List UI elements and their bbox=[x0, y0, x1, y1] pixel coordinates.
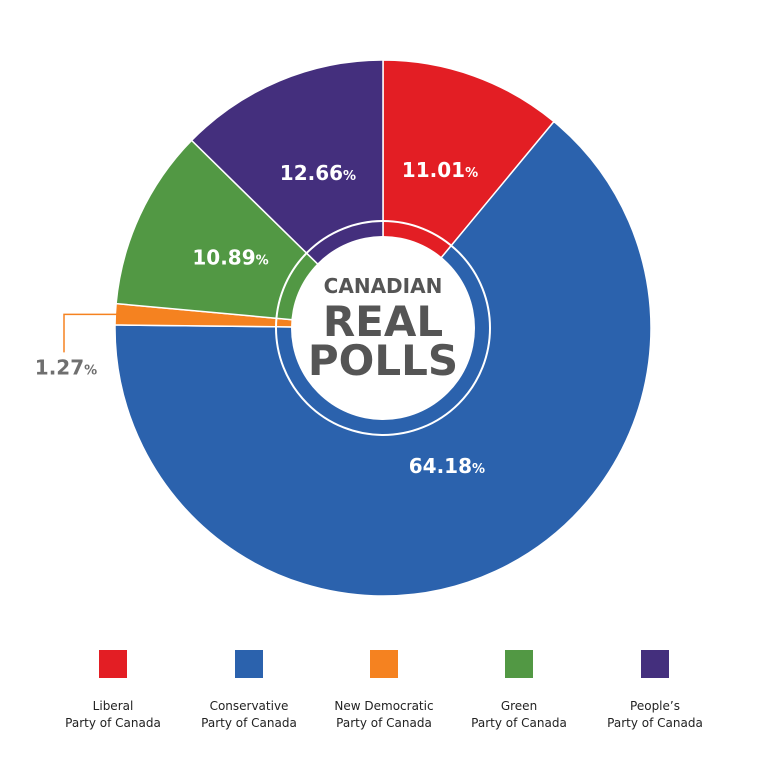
legend-item-4: People’s Party of Canada bbox=[580, 650, 730, 732]
slice-label-4: 12.66% bbox=[280, 161, 356, 185]
legend-item-0: Liberal Party of Canada bbox=[38, 650, 188, 732]
legend-swatch-2 bbox=[370, 650, 398, 678]
center-hole bbox=[291, 236, 475, 420]
legend-label-line2-4: Party of Canada bbox=[607, 716, 703, 730]
center-title-line3: POLLS bbox=[308, 336, 458, 385]
legend-label-line1-2: New Democratic bbox=[334, 699, 434, 713]
legend-swatch-4 bbox=[641, 650, 669, 678]
donut-chart: 11.01% 64.18% 1.27% 10.89% 12.66% CANADIAN R… bbox=[35, 59, 652, 597]
slice-label-0: 11.01% bbox=[402, 158, 478, 182]
legend-item-3: Green Party of Canada bbox=[444, 650, 594, 732]
slice-label-2: 1.27% bbox=[35, 355, 97, 379]
legend-swatch-1 bbox=[235, 650, 263, 678]
legend-item-2: New Democratic Party of Canada bbox=[309, 650, 459, 732]
legend-label-line2-0: Party of Canada bbox=[65, 716, 161, 730]
chart-center: CANADIAN REAL POLLS bbox=[275, 220, 491, 436]
legend-swatch-0 bbox=[99, 650, 127, 678]
legend-item-1: Conservative Party of Canada bbox=[174, 650, 324, 732]
legend-label-line2-3: Party of Canada bbox=[471, 716, 567, 730]
legend-label-line1-1: Conservative bbox=[209, 699, 289, 713]
legend-label-line1-4: People’s bbox=[630, 699, 680, 713]
center-title-line2: REAL bbox=[323, 297, 443, 346]
legend-label-line1-3: Green bbox=[500, 699, 538, 713]
chart-slice-labels: 11.01% 64.18% 1.27% 10.89% 12.66% bbox=[35, 158, 485, 478]
legend-label-line1-0: Liberal bbox=[92, 699, 134, 713]
center-title-line1: CANADIAN bbox=[324, 274, 443, 298]
slice-label-1: 64.18% bbox=[409, 454, 485, 478]
legend-swatch-3 bbox=[505, 650, 533, 678]
center-ring bbox=[275, 220, 491, 436]
legend-label-line2-2: Party of Canada bbox=[336, 716, 432, 730]
slice-label-3: 10.89% bbox=[192, 245, 268, 269]
leader-line-2 bbox=[63, 313, 118, 353]
legend-label-line2-1: Party of Canada bbox=[201, 716, 297, 730]
chart-legend: Liberal Party of Canada Conservative Party … bbox=[0, 650, 768, 750]
